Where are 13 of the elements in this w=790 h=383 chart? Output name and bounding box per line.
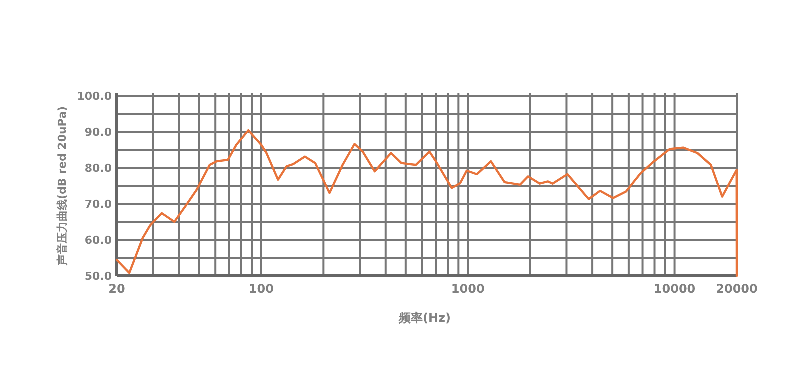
y-tick-label: 100.0 — [77, 90, 112, 103]
y-tick-label: 80.0 — [84, 162, 112, 175]
y-tick-label: 50.0 — [84, 270, 112, 283]
y-tick-label: 70.0 — [84, 198, 112, 211]
y-tick-label: 60.0 — [84, 234, 112, 247]
x-axis-title: 频率(Hz) — [398, 311, 451, 325]
x-tick-label: 1000 — [451, 282, 485, 296]
y-axis-title: 声音压力曲线(dB red 20uPa) — [56, 106, 69, 267]
x-tick-label: 20000 — [716, 282, 758, 296]
y-tick-label: 90.0 — [84, 126, 112, 139]
x-tick-label: 10000 — [654, 282, 696, 296]
x-tick-label: 20 — [108, 282, 126, 296]
x-tick-label: 100 — [248, 282, 274, 296]
